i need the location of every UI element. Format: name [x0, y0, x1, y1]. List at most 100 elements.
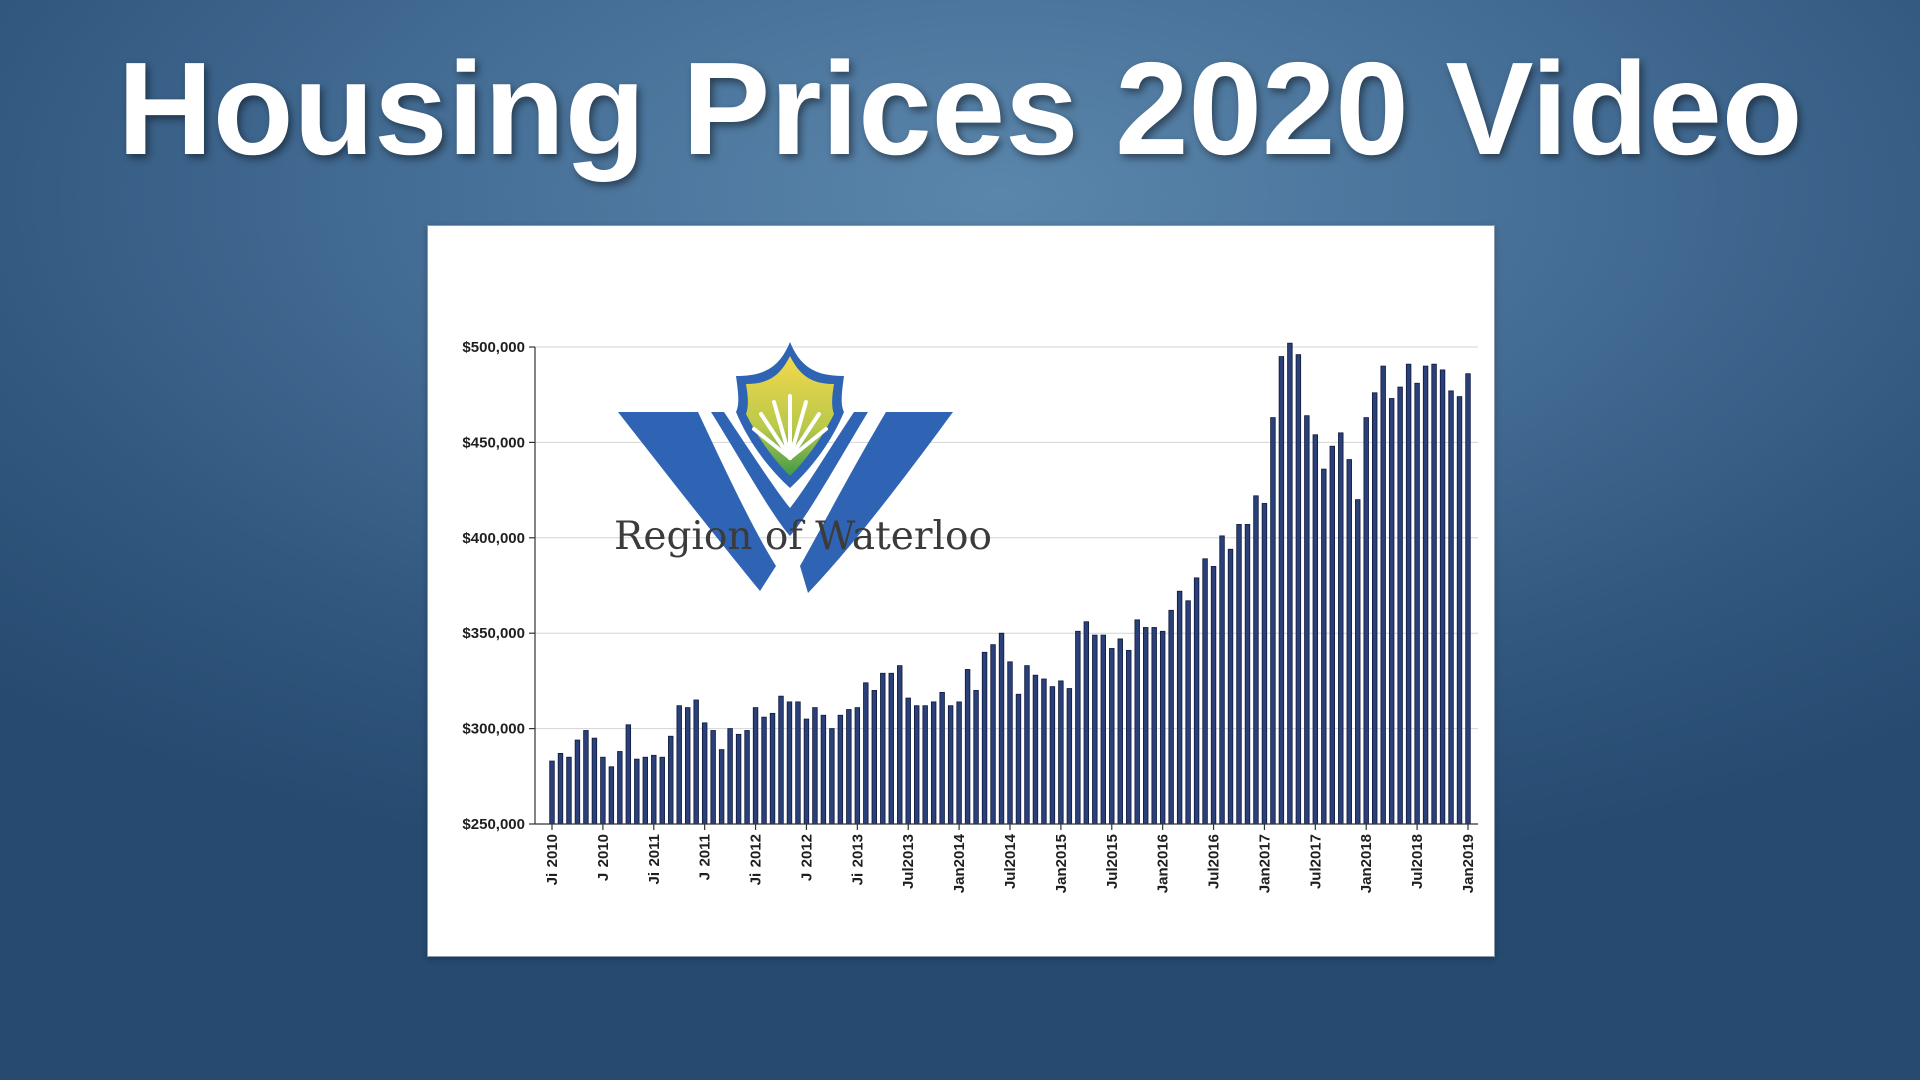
bar — [634, 758, 640, 825]
bar — [549, 760, 555, 825]
bar — [1414, 382, 1420, 825]
bar — [871, 690, 877, 825]
bar — [718, 749, 725, 825]
bar — [1185, 600, 1191, 825]
bar — [846, 709, 852, 825]
bar — [956, 701, 962, 825]
bar — [1193, 577, 1200, 825]
x-tick-labels: Ji 2010 J 2010 Ji 2011 J 2011 Ji 2012 J 2012 J… — [544, 824, 1477, 893]
bar — [735, 733, 742, 825]
bar — [1439, 369, 1446, 825]
bar — [1321, 468, 1327, 825]
bar — [693, 699, 699, 825]
bars — [549, 342, 1471, 825]
logo-left-wing — [618, 412, 776, 591]
chart-panel: $250,000 $300,000 $350,000 $400,000 $450,000… — [427, 225, 1495, 957]
bar — [1355, 499, 1361, 825]
logo-right-wing — [800, 412, 953, 593]
bar — [642, 756, 648, 825]
bar — [566, 756, 572, 825]
bar — [574, 739, 581, 825]
bar — [964, 669, 971, 825]
bar — [1041, 678, 1047, 825]
bar — [1253, 495, 1259, 825]
bar — [1066, 688, 1073, 825]
bar — [1007, 661, 1013, 825]
y-tick-label: $300,000 — [462, 721, 525, 738]
x-tick-label: Jul2014 — [1002, 833, 1019, 889]
bar — [591, 737, 598, 825]
bar — [1456, 396, 1463, 825]
bar — [786, 701, 793, 825]
bar — [727, 728, 733, 825]
bar — [617, 751, 623, 825]
bar — [998, 632, 1005, 825]
bar — [1015, 693, 1022, 825]
bar — [1363, 417, 1369, 825]
bar — [829, 728, 835, 825]
bar — [1244, 524, 1251, 825]
bar — [651, 754, 657, 825]
bar — [1176, 590, 1183, 825]
bar — [701, 722, 708, 825]
bar — [600, 756, 606, 825]
x-tick-label: Jan2018 — [1358, 834, 1375, 893]
bar — [1024, 665, 1030, 825]
bar — [1270, 417, 1276, 825]
x-tick-label: Jul2013 — [900, 834, 917, 889]
bar — [1083, 621, 1090, 825]
y-tick-label: $450,000 — [462, 434, 525, 451]
bar — [744, 730, 750, 825]
bar — [905, 697, 911, 825]
bar — [1159, 630, 1166, 825]
grid-lines — [529, 346, 1478, 825]
bar — [1295, 354, 1302, 825]
x-tick-label: Jan2017 — [1256, 834, 1273, 893]
bar — [1329, 445, 1335, 825]
bar — [1210, 566, 1217, 825]
bar — [1346, 459, 1352, 825]
x-tick-label: Jul2017 — [1307, 834, 1324, 889]
bar — [1202, 558, 1208, 825]
bar — [795, 701, 801, 825]
bar — [1431, 363, 1437, 825]
bar — [981, 651, 988, 825]
bar — [676, 705, 682, 825]
bar — [1380, 365, 1386, 825]
bar — [1117, 638, 1123, 825]
bar — [973, 690, 979, 825]
bar — [922, 705, 928, 825]
bar — [1388, 398, 1395, 825]
logo-grain-rays — [752, 394, 828, 460]
x-tick-label: Jan2015 — [1053, 834, 1070, 893]
x-tick-label: Jan2014 — [951, 833, 968, 893]
bar — [1126, 649, 1132, 825]
bar — [803, 718, 810, 825]
x-tick-label: Jul2016 — [1206, 834, 1223, 889]
bar — [1134, 619, 1140, 825]
bar — [1448, 390, 1454, 825]
bar — [837, 714, 844, 825]
bar — [1032, 674, 1039, 825]
bar — [1287, 342, 1293, 825]
x-tick-label: J 2010 — [595, 834, 612, 881]
x-tick-label: Jan2016 — [1155, 834, 1172, 893]
y-tick-label: $400,000 — [462, 530, 525, 547]
bar — [880, 672, 886, 825]
bar — [1219, 535, 1225, 825]
bar — [1151, 627, 1157, 825]
y-tick-labels: $250,000 $300,000 $350,000 $400,000 $450,000… — [462, 339, 525, 833]
bar — [897, 665, 903, 825]
x-tick-label: Jul2015 — [1104, 834, 1121, 889]
bar — [888, 672, 894, 825]
y-tick-label: $500,000 — [462, 339, 525, 356]
bar — [1236, 524, 1242, 825]
bar — [583, 730, 589, 825]
bar — [1227, 548, 1234, 825]
bar — [752, 707, 759, 825]
bar — [1049, 686, 1056, 825]
x-tick-label: Ji 2010 — [544, 834, 561, 885]
slide-title: Housing Prices 2020 Video — [117, 35, 1803, 182]
bar — [913, 705, 920, 825]
bar — [778, 695, 784, 825]
